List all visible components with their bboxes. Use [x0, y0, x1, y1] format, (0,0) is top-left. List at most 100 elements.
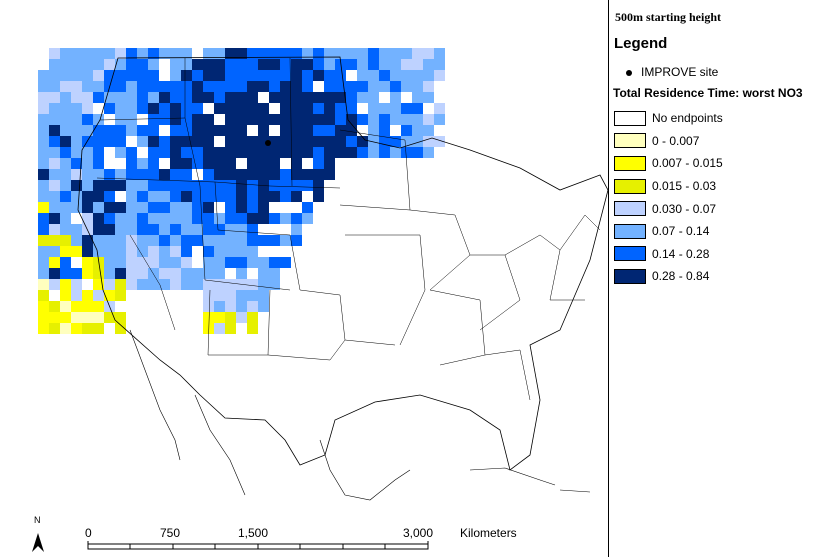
improve-site-marker[interactable]	[265, 140, 271, 146]
grid-cell	[38, 169, 49, 180]
grid-cell	[60, 279, 71, 290]
grid-cell	[357, 48, 368, 59]
grid-cell	[368, 114, 379, 125]
grid-cell	[60, 70, 71, 81]
grid-cell	[291, 224, 302, 235]
grid-cell	[71, 92, 82, 103]
grid-cell	[236, 169, 247, 180]
grid-cell	[104, 70, 115, 81]
residence-time-grid	[38, 48, 445, 334]
grid-cell	[280, 213, 291, 224]
grid-cell	[82, 235, 93, 246]
grid-cell	[93, 301, 104, 312]
mexico-coast	[129, 329, 411, 501]
scale-label-0: 0	[85, 526, 92, 540]
grid-cell	[291, 48, 302, 59]
grid-cell	[38, 202, 49, 213]
grid-cell	[49, 224, 60, 235]
grid-cell	[104, 257, 115, 268]
grid-cell	[412, 114, 423, 125]
grid-cell	[214, 59, 225, 70]
grid-cell	[203, 257, 214, 268]
grid-cell	[60, 224, 71, 235]
grid-cell	[412, 81, 423, 92]
grid-cell	[423, 48, 434, 59]
grid-cell	[181, 81, 192, 92]
grid-cell	[181, 235, 192, 246]
grid-cell	[60, 257, 71, 268]
grid-cell	[60, 312, 71, 323]
grid-cell	[82, 301, 93, 312]
grid-cell	[203, 301, 214, 312]
grid-cell	[148, 235, 159, 246]
grid-cell	[115, 59, 126, 70]
grid-cell	[214, 213, 225, 224]
grid-cell	[203, 246, 214, 257]
grid-cell	[203, 114, 214, 125]
grid-cell	[93, 125, 104, 136]
grid-cell	[302, 92, 313, 103]
grid-cell	[49, 268, 60, 279]
grid-cell	[49, 323, 60, 334]
grid-cell	[115, 81, 126, 92]
grid-cell	[313, 147, 324, 158]
grid-cell	[412, 70, 423, 81]
grid-cell	[93, 235, 104, 246]
grid-cell	[93, 323, 104, 334]
grid-cell	[247, 191, 258, 202]
grid-cell	[214, 312, 225, 323]
grid-cell	[324, 92, 335, 103]
grid-cell	[170, 147, 181, 158]
grid-cell	[335, 59, 346, 70]
grid-cell	[38, 191, 49, 202]
grid-cell	[368, 59, 379, 70]
grid-cell	[203, 312, 214, 323]
grid-cell	[93, 213, 104, 224]
grid-cell	[159, 81, 170, 92]
grid-cell	[346, 48, 357, 59]
grid-cell	[258, 257, 269, 268]
grid-cell	[60, 191, 71, 202]
grid-cell	[324, 169, 335, 180]
grid-cell	[71, 279, 82, 290]
grid-cell	[181, 169, 192, 180]
legend-swatch	[614, 133, 646, 149]
grid-cell	[225, 70, 236, 81]
grid-cell	[368, 81, 379, 92]
grid-cell	[49, 158, 60, 169]
grid-cell	[170, 169, 181, 180]
grid-cell	[71, 103, 82, 114]
grid-cell	[225, 103, 236, 114]
grid-cell	[38, 224, 49, 235]
grid-cell	[148, 279, 159, 290]
grid-cell	[159, 268, 170, 279]
legend-bin-label: 0 - 0.007	[652, 133, 700, 148]
grid-cell	[324, 103, 335, 114]
grid-cell	[148, 246, 159, 257]
grid-cell	[258, 191, 269, 202]
scale-label-1500: 1,500	[238, 526, 268, 540]
grid-cell	[181, 202, 192, 213]
grid-cell	[71, 81, 82, 92]
legend-bin-label: 0.007 - 0.015	[652, 156, 723, 171]
grid-cell	[269, 70, 280, 81]
state-boundaries	[96, 57, 601, 401]
grid-cell	[390, 59, 401, 70]
grid-cell	[137, 257, 148, 268]
grid-cell	[313, 70, 324, 81]
grid-cell	[192, 224, 203, 235]
grid-cell	[280, 48, 291, 59]
grid-cell	[291, 235, 302, 246]
grid-cell	[126, 147, 137, 158]
legend-site-row: IMPROVE site	[626, 65, 718, 79]
grid-cell	[203, 224, 214, 235]
grid-cell	[291, 59, 302, 70]
grid-cell	[159, 224, 170, 235]
grid-cell	[269, 169, 280, 180]
grid-cell	[313, 125, 324, 136]
grid-cell	[335, 48, 346, 59]
grid-cell	[82, 81, 93, 92]
grid-cell	[148, 70, 159, 81]
grid-cell	[82, 169, 93, 180]
grid-cell	[401, 81, 412, 92]
